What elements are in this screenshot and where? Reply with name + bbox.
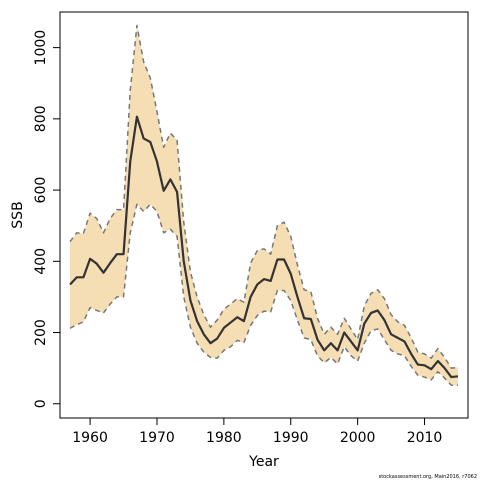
confidence-band xyxy=(70,25,458,386)
x-tick-label: 1970 xyxy=(139,430,175,446)
y-tick-label: 1000 xyxy=(33,30,49,66)
y-tick-label: 0 xyxy=(33,399,49,408)
y-tick-label: 200 xyxy=(33,319,49,346)
y-axis-title: SSB xyxy=(10,201,26,228)
x-tick-label: 2010 xyxy=(407,430,443,446)
ssb-estimate-line xyxy=(69,115,459,379)
x-tick-label: 2000 xyxy=(340,430,376,446)
y-tick-label: 600 xyxy=(33,177,49,204)
plot-area xyxy=(69,24,459,386)
x-axis: 1960 1970 1980 1990 2000 2010 xyxy=(72,418,442,446)
x-tick-label: 1980 xyxy=(206,430,242,446)
x-axis-title: Year xyxy=(248,454,279,470)
upper-bound-line xyxy=(69,24,459,369)
plot-frame xyxy=(59,11,469,419)
x-tick-label: 1960 xyxy=(72,430,108,446)
x-tick-label: 1990 xyxy=(273,430,309,446)
credit-note: stockassessment.org, Main2016, r7062 xyxy=(379,474,477,480)
y-tick-label: 800 xyxy=(33,105,49,132)
lower-bound-line xyxy=(69,203,458,386)
y-tick-label: 400 xyxy=(33,248,49,275)
y-axis: 0 200 400 600 800 1000 xyxy=(33,30,60,408)
